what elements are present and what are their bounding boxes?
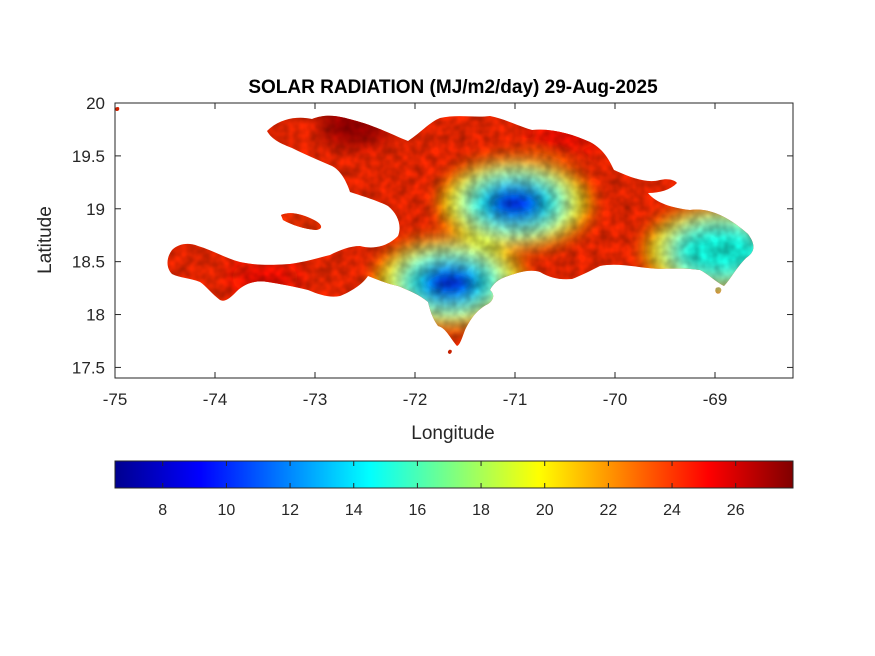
colorbar-tick-label: 24 xyxy=(663,502,681,519)
colorbar-tick-label: 10 xyxy=(218,502,236,519)
y-tick-label: 18.5 xyxy=(72,253,105,272)
colorbar-tick-label: 26 xyxy=(727,502,745,519)
x-tick-label: -70 xyxy=(603,390,628,409)
axes-box xyxy=(114,102,794,379)
colorbar-tick-label: 16 xyxy=(408,502,426,519)
colorbar-ticks: 8 10 12 14 16 18 20 22 24 26 xyxy=(158,461,745,519)
y-tick-label: 20 xyxy=(86,94,105,113)
colorbar-tick-label: 14 xyxy=(345,502,363,519)
x-tick-label: -73 xyxy=(303,390,328,409)
x-tick-label: -74 xyxy=(203,390,228,409)
colorbar-tick-label: 18 xyxy=(472,502,490,519)
y-tick-label: 17.5 xyxy=(72,358,105,377)
colorbar-tick-label: 12 xyxy=(281,502,299,519)
chart-title: SOLAR RADIATION (MJ/m2/day) 29-Aug-2025 xyxy=(248,77,658,98)
y-tick-label: 19.5 xyxy=(72,147,105,166)
colorbar-tick-label: 22 xyxy=(599,502,617,519)
x-tick-label: -75 xyxy=(103,390,128,409)
y-axis-ticks: 17.5 18 18.5 19 19.5 20 xyxy=(72,94,793,377)
colorbar-tick-label: 20 xyxy=(536,502,554,519)
colorbar xyxy=(114,460,794,489)
x-tick-label: -69 xyxy=(703,390,728,409)
y-tick-label: 18 xyxy=(86,306,105,325)
x-axis-label: Longitude xyxy=(411,423,494,444)
x-tick-label: -72 xyxy=(403,390,428,409)
y-tick-label: 19 xyxy=(86,200,105,219)
y-axis-label: Latitude xyxy=(35,206,56,274)
x-axis-ticks: -75 -74 -73 -72 -71 -70 -69 xyxy=(103,103,728,409)
colorbar-tick-label: 8 xyxy=(158,502,167,519)
x-tick-label: -71 xyxy=(503,390,528,409)
